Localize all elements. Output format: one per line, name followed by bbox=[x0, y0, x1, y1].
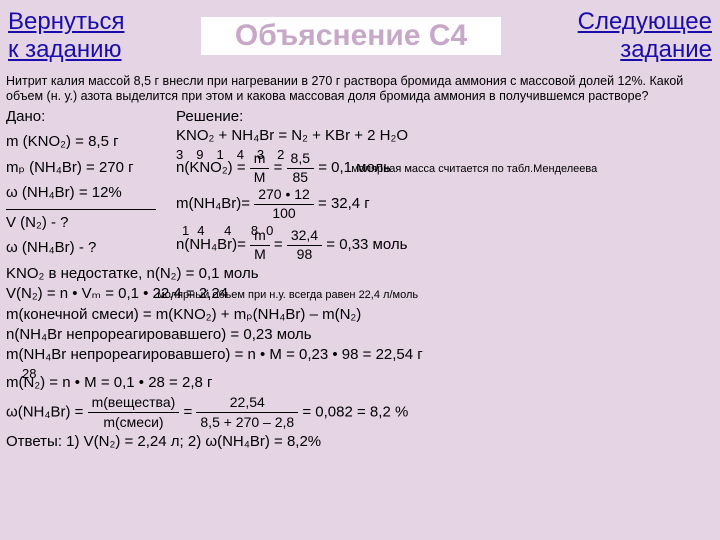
mmix-line: m(конечной смеси) = m(KNO₂) + mₚ(NH₄Br) … bbox=[6, 305, 714, 325]
next-line2: задание bbox=[620, 36, 712, 63]
deficit-line: KNO₂ в недостатке, n(N₂) = 0,1 моль bbox=[6, 264, 714, 284]
page-title: Объяснение С4 bbox=[201, 17, 501, 55]
given-line3: ω (NH₄Br) = 12% bbox=[6, 184, 176, 201]
mnh4br-result: = 32,4 г bbox=[318, 195, 370, 212]
full-width-block: KNO₂ в недостатке, n(N₂) = 0,1 моль V(N₂… bbox=[0, 264, 720, 452]
frac-kno2-vals: 8,5 85 bbox=[287, 150, 314, 186]
frac-mM-2: m M bbox=[250, 227, 270, 263]
munreacted-line: m(NH₄Br непрореагировавшего) = n • M = 0… bbox=[6, 345, 714, 365]
answers-line: Ответы: 1) V(N₂) = 2,24 л; 2) ω(NH₄Br) =… bbox=[6, 432, 714, 452]
nkno2-lhs: n(KNO₂) = bbox=[176, 159, 246, 176]
note-molar-volume: молярный объем при н.у. всегда равен 22,… bbox=[157, 289, 418, 301]
mn2-line: m(N₂) = n • M = 0,1 • 28 = 2,8 г bbox=[6, 373, 714, 393]
given-line1: m (KNO₂) = 8,5 г bbox=[6, 133, 176, 150]
back-line1: Вернуться bbox=[8, 8, 124, 35]
problem-statement: Нитрит калия массой 8,5 г внесли при наг… bbox=[0, 72, 720, 108]
solution-block: Решение: KNO₂ + NH₄Br = N₂ + KBr + 2 H₂O… bbox=[176, 108, 714, 264]
frac-omega-1: m(вещества) m(смеси) bbox=[88, 393, 180, 432]
mnh4br-lhs: m(NH₄Br)= bbox=[176, 195, 250, 212]
note-molar-mass: молярная масса считается по табл.Менделе… bbox=[351, 163, 597, 175]
frac-mnh4br: 270 • 12 100 bbox=[254, 186, 314, 222]
back-link[interactable]: Вернуться к заданию bbox=[8, 8, 124, 63]
omega-result: = 0,082 = 8,2 % bbox=[302, 403, 408, 420]
frac-mM: m M bbox=[250, 150, 270, 186]
given-line5: ω (NH₄Br) - ? bbox=[6, 239, 176, 256]
solution-label: Решение: bbox=[176, 108, 714, 127]
nnh4br-result: = 0,33 моль bbox=[326, 236, 407, 253]
equation-main: KNO₂ + NH₄Br = N₂ + KBr + 2 H₂O bbox=[176, 127, 714, 146]
omega-lhs: ω(NH₄Br) = bbox=[6, 403, 83, 420]
nnh4br-lhs: n(NH₄Br)= bbox=[176, 236, 246, 253]
frac-omega-2: 22,54 8,5 + 270 – 2,8 bbox=[196, 393, 298, 432]
next-link[interactable]: Следующее задание bbox=[578, 8, 712, 63]
given-line2: mₚ (NH₄Br) = 270 г bbox=[6, 158, 176, 176]
given-label: Дано: bbox=[6, 108, 176, 125]
back-line2: к заданию bbox=[8, 36, 122, 63]
given-block: Дано: m (KNO₂) = 8,5 г mₚ (NH₄Br) = 270 … bbox=[6, 108, 176, 264]
given-divider bbox=[6, 209, 156, 210]
nunreacted-line: n(NH₄Br непрореагировавшего) = 0,23 моль bbox=[6, 325, 714, 345]
next-line1: Следующее bbox=[578, 8, 712, 35]
given-line4: V (N₂) - ? bbox=[6, 214, 176, 231]
frac-nnh4br: 32,4 98 bbox=[287, 227, 322, 263]
